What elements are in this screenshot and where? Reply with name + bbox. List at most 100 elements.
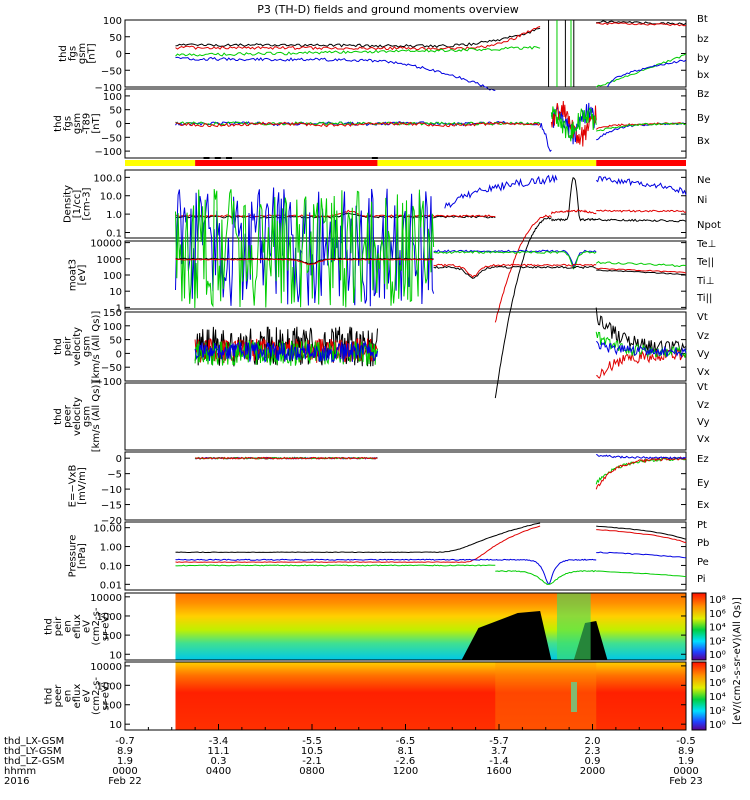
region-bar-mark — [225, 157, 232, 159]
ni-line — [596, 218, 687, 223]
colorbar-tick-label: 10⁶ — [709, 678, 726, 689]
pe-line — [596, 570, 687, 578]
y-tick-label: 10 — [109, 287, 122, 298]
bt-line — [175, 27, 541, 48]
y-axis-label: thd — [53, 408, 64, 425]
te-perp-line — [596, 267, 687, 274]
x-axis-value: Feb 22 — [108, 776, 142, 787]
y-axis-label: velocity — [72, 327, 83, 366]
y-axis-label: peer — [53, 684, 64, 708]
legend-label: Ti|| — [696, 293, 712, 304]
spectrogram-hot — [570, 682, 577, 712]
y-tick-label: 100 — [103, 322, 122, 333]
colorbar — [691, 592, 707, 661]
colorbar-tick-label: 10² — [709, 636, 726, 647]
x-axis-value: 0.3 — [211, 756, 227, 767]
x-axis-value: 10.5 — [301, 746, 323, 757]
legend-label: Vy — [697, 417, 710, 428]
ez-line — [195, 456, 378, 460]
ne-line — [550, 209, 597, 215]
legend-label: Te|| — [696, 257, 714, 268]
x-axis-value: 1600 — [486, 766, 511, 777]
bz-line — [175, 26, 541, 51]
colorbar-tick-label: 10⁸ — [709, 595, 726, 606]
y-tick-label: 100 — [103, 16, 122, 27]
pi-line — [175, 558, 496, 561]
legend-label: Bx — [697, 136, 710, 147]
y-tick-label: 10 — [109, 650, 122, 661]
legend-label: Bz — [697, 89, 709, 100]
y-axis-label: fgs — [63, 116, 74, 131]
y-axis-label: moat3 — [67, 259, 78, 291]
y-tick-label: −10 — [101, 485, 122, 496]
legend-label: Ne — [697, 175, 711, 186]
x-axis-value: 2000 — [580, 766, 605, 777]
y-axis-label: [km/s (All Qs)] — [91, 311, 102, 383]
pi-line — [495, 558, 597, 585]
y-axis-label: sr-eV) — [101, 681, 112, 710]
vy-line — [595, 331, 687, 358]
y-tick-label: −50 — [101, 66, 122, 77]
legend-label: Ey — [697, 478, 709, 489]
y-tick-label: −5 — [107, 470, 122, 481]
y-tick-label: 1.0 — [106, 210, 122, 221]
pe-line — [495, 570, 597, 585]
y-axis-label: thd — [53, 115, 64, 132]
y-tick-label: −20 — [101, 516, 122, 527]
y-tick-label: 0.01 — [100, 580, 122, 591]
bz-line — [596, 22, 687, 27]
y-tick-label: 1000 — [97, 255, 122, 266]
x-axis-value: -3.4 — [209, 736, 229, 747]
x-axis-value: 0000 — [673, 766, 698, 777]
legend-label: Npot — [697, 220, 721, 231]
y-axis-label: [km/s (All Qs)] — [91, 381, 102, 453]
x-axis-value: 0800 — [299, 766, 324, 777]
y-tick-label: 0 — [116, 50, 122, 61]
vx-line — [595, 340, 687, 359]
colorbar-tick-label: 10⁰ — [709, 650, 726, 661]
x-axis-value: 8.9 — [678, 746, 694, 757]
colorbar-tick-label: 10⁰ — [709, 720, 726, 731]
y-tick-label: 0.1 — [106, 228, 122, 239]
legend-label: Vx — [697, 367, 710, 378]
x-axis-row-label: thd_LY-GSM — [4, 746, 61, 757]
y-axis-label: -T89 — [82, 113, 93, 135]
y-axis-label: (cm2-s- — [91, 607, 102, 645]
ex-line — [596, 453, 687, 460]
plot-title: P3 (TH-D) fields and ground moments over… — [257, 3, 519, 16]
legend-label: By — [697, 113, 710, 124]
y-tick-label: 50 — [109, 106, 122, 117]
y-axis-label: [mV/m] — [77, 467, 88, 505]
legend-label: Pb — [697, 538, 709, 549]
y-tick-label: 150 — [103, 308, 122, 319]
y-tick-label: −100 — [95, 83, 122, 94]
y-tick-label: −100 — [95, 147, 122, 158]
te-par-line — [596, 269, 687, 276]
y-axis-label: gsm — [72, 113, 83, 134]
y-axis-label: thd — [58, 45, 69, 62]
y-axis-label: en — [63, 690, 74, 703]
spectrogram — [175, 593, 687, 660]
y-tick-label: 100 — [103, 92, 122, 103]
y-axis-label: peir — [53, 616, 64, 636]
by-line — [550, 106, 597, 142]
by-line — [175, 45, 541, 57]
panel-frame — [124, 592, 687, 661]
te-perp-line — [433, 263, 597, 278]
x-axis-row-label: thd_LZ-GSM — [4, 756, 65, 767]
y-axis-label: gsm — [82, 406, 93, 427]
colorbar-tick-label: 10⁸ — [709, 664, 726, 675]
region-bar-segment — [125, 160, 196, 166]
y-axis-label: thd — [44, 688, 55, 705]
pt-line — [596, 525, 687, 540]
region-bar-segment — [195, 160, 378, 166]
y-axis-label: eV — [82, 689, 93, 702]
y-tick-label: −100 — [95, 377, 122, 388]
y-tick-label: 0.10 — [100, 561, 122, 572]
ti-par-line — [175, 189, 435, 309]
y-tick-label: −50 — [101, 133, 122, 144]
bx-line — [607, 59, 687, 88]
npot-line — [595, 176, 687, 196]
ne-line — [494, 214, 552, 323]
